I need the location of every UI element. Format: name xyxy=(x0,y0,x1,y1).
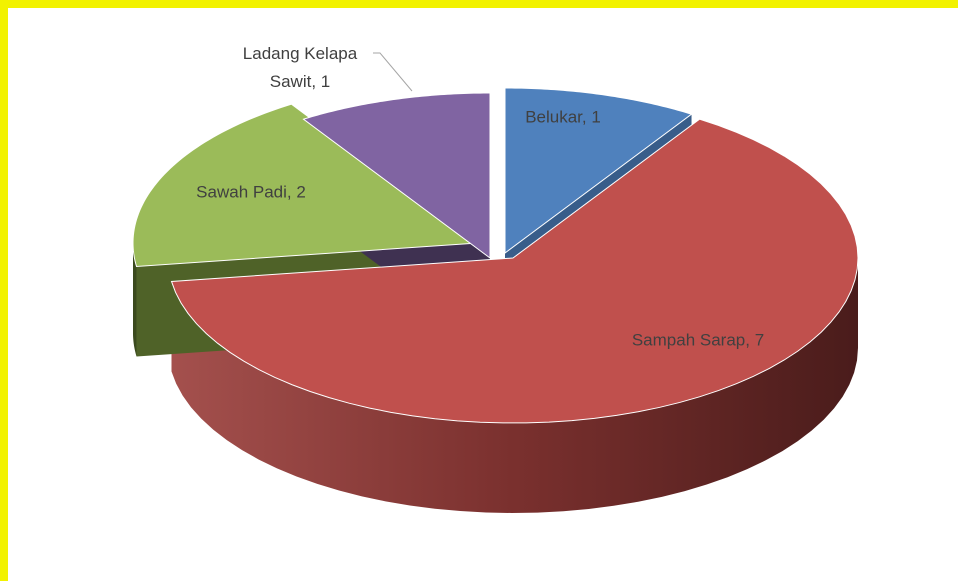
top-layer xyxy=(132,87,859,424)
slice xyxy=(170,118,859,424)
data-label: Sampah Sarap, 7 xyxy=(632,330,764,349)
data-label: Belukar, 1 xyxy=(525,107,601,126)
slice xyxy=(504,87,693,254)
slice xyxy=(302,92,491,259)
data-label: Ladang Kelapa Sawit, 1 xyxy=(243,44,358,91)
slice xyxy=(132,103,480,268)
leader-line xyxy=(373,52,413,92)
slice-side xyxy=(133,243,137,357)
chart: Belukar, 1 Sampah Sarap, 7 Sawah Padi, 2 La… xyxy=(132,44,859,513)
slice-side xyxy=(171,258,858,513)
data-label-line: Ladang Kelapa xyxy=(243,44,358,63)
data-label: Sawah Padi, 2 xyxy=(196,182,306,201)
data-label-line: Sawit, 1 xyxy=(270,72,330,91)
